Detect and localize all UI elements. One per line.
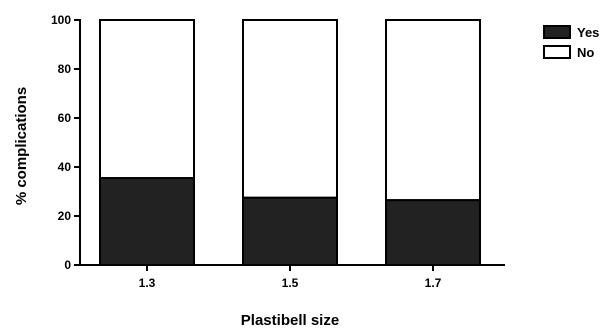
x-tick-label: 1.7: [425, 276, 442, 290]
x-tick-label: 1.3: [139, 276, 156, 290]
bar-yes-1.7: [385, 199, 481, 266]
x-tick-label: 1.5: [282, 276, 299, 290]
legend-label-yes: Yes: [577, 25, 599, 40]
bar-no-1.3: [99, 19, 195, 180]
y-tick-label: 40: [58, 160, 72, 174]
x-ticks-group: 1.3 1.5 1.7: [139, 265, 442, 290]
legend-swatch-no: [543, 45, 571, 59]
legend: Yes No: [543, 25, 599, 60]
bars-group: [99, 19, 481, 266]
bar-no-1.5: [242, 19, 338, 199]
y-axis-title: % complications: [13, 87, 30, 205]
legend-label-no: No: [577, 45, 594, 60]
y-ticks-group: 0 20 40 60 80 100: [51, 13, 80, 272]
y-tick-label: 20: [58, 209, 72, 223]
x-axis-title: Plastibell size: [241, 312, 339, 329]
y-tick-label: 60: [58, 111, 72, 125]
legend-swatch-yes: [543, 25, 571, 39]
bar-yes-1.5: [242, 196, 338, 266]
bar-yes-1.3: [99, 177, 195, 266]
y-tick-label: 80: [58, 62, 72, 76]
y-tick-label: 100: [51, 13, 71, 27]
bar-no-1.7: [385, 19, 481, 202]
y-tick-label: 0: [64, 258, 71, 272]
